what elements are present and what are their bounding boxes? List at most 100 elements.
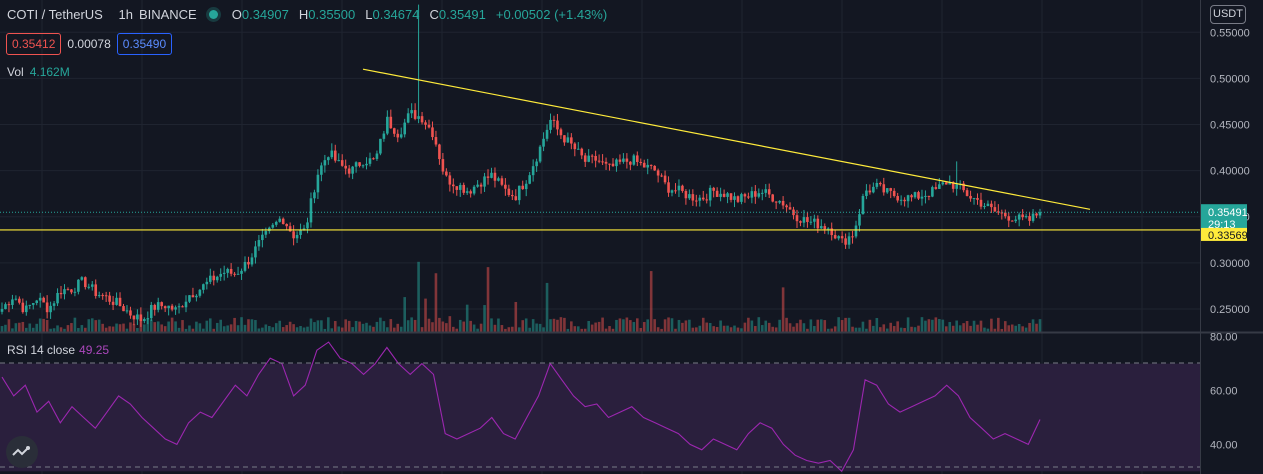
candle-body xyxy=(264,231,268,235)
volume-bar xyxy=(646,319,650,332)
candle-body xyxy=(87,286,91,288)
candle-body xyxy=(764,189,768,193)
volume-bar xyxy=(590,324,594,332)
volume-bar xyxy=(420,327,424,332)
candle-body xyxy=(358,162,361,166)
volume-bar xyxy=(549,319,552,332)
candle-body xyxy=(993,207,997,212)
candle-body xyxy=(486,176,490,178)
candle-body xyxy=(781,200,785,206)
volume-bar xyxy=(705,322,709,332)
candle-body xyxy=(511,195,514,197)
interval[interactable]: 1h xyxy=(118,7,133,22)
candle-body xyxy=(896,196,899,201)
candle-body xyxy=(1031,213,1035,221)
candle-body xyxy=(858,214,861,226)
price-tick-label: 0.50000 xyxy=(1210,73,1250,85)
symbol-name[interactable]: COTI / TetherUS xyxy=(7,7,103,22)
volume-bar xyxy=(656,327,660,332)
candle-body xyxy=(21,302,25,313)
volume-bar xyxy=(910,326,913,332)
candle-body xyxy=(63,289,66,295)
volume-bar xyxy=(115,323,118,332)
candle-body xyxy=(198,289,202,296)
volume-bar xyxy=(521,320,525,332)
sep xyxy=(109,7,113,22)
volume-bar xyxy=(872,325,875,332)
volume-bar xyxy=(771,326,774,332)
buy-price-button[interactable]: 0.35490 xyxy=(116,33,173,55)
candle-body xyxy=(875,182,879,187)
volume-bar xyxy=(177,327,181,332)
volume-bar xyxy=(174,321,177,332)
candle-body xyxy=(386,116,389,134)
volume-bar xyxy=(563,317,566,332)
volume-bar xyxy=(136,327,139,332)
candle-body xyxy=(205,281,209,285)
volume-bar xyxy=(392,327,396,332)
candle-body xyxy=(691,194,695,201)
price-axis[interactable]: 0.250000.300000.350000.400000.450000.500… xyxy=(1210,27,1250,316)
candle-body xyxy=(649,164,653,166)
volume-bar xyxy=(229,324,233,332)
candle-body xyxy=(66,289,70,291)
volume-bar xyxy=(7,319,11,332)
volume-bar xyxy=(309,318,313,332)
volume-bar xyxy=(434,273,438,332)
volume-bar xyxy=(868,319,872,332)
volume-bar xyxy=(31,327,35,332)
volume-bar xyxy=(601,317,604,332)
candle-body xyxy=(438,144,441,160)
volume-bar xyxy=(823,320,827,332)
volume-bar xyxy=(316,320,320,332)
volume-bar xyxy=(663,319,667,332)
rsi-band xyxy=(0,363,1200,472)
volume-bar xyxy=(969,325,972,332)
candle-body xyxy=(250,257,254,265)
candle-body xyxy=(938,184,941,189)
candle-body xyxy=(552,119,556,121)
volume-bar xyxy=(59,327,63,332)
sell-price-button[interactable]: 0.35412 xyxy=(6,33,62,55)
volume-bar xyxy=(427,318,431,332)
candle-body xyxy=(594,156,597,161)
volume-bar xyxy=(28,323,32,332)
candle-body xyxy=(368,158,372,164)
trendline[interactable] xyxy=(362,68,1091,210)
volume-bar xyxy=(1035,323,1038,332)
volume-bar xyxy=(396,323,400,332)
candle-body xyxy=(73,291,77,293)
volume-bar xyxy=(438,317,441,332)
candle-body xyxy=(785,205,788,208)
candle-body xyxy=(351,166,354,174)
volume-bar xyxy=(49,328,52,332)
candle-body xyxy=(788,207,792,210)
candle-body xyxy=(170,305,174,310)
candle-body xyxy=(327,157,330,161)
candle-body xyxy=(1017,214,1021,220)
tradingview-logo-icon[interactable] xyxy=(6,436,38,468)
volume-bar xyxy=(642,322,646,332)
volume-bar xyxy=(622,319,625,332)
volume-bar xyxy=(993,328,997,332)
candle-body xyxy=(70,289,73,293)
candle-body xyxy=(719,193,722,197)
candle-body xyxy=(361,165,365,167)
candle-body xyxy=(330,150,334,158)
currency-button[interactable]: USDT xyxy=(1210,5,1246,24)
volume-bar xyxy=(649,271,653,332)
volume-bar xyxy=(486,267,490,332)
volume-bar xyxy=(719,320,722,332)
candle-body xyxy=(208,275,212,282)
rsi-axis[interactable]: 40.00 60.00 80.00 xyxy=(1210,332,1238,452)
candle-body xyxy=(618,159,622,162)
volume-bar xyxy=(66,325,70,332)
candle-body xyxy=(601,161,604,163)
volume-bar xyxy=(958,325,962,332)
candle-body xyxy=(288,226,292,232)
candle-body xyxy=(997,211,1000,213)
volume-bar xyxy=(288,321,292,332)
volume-bar xyxy=(167,321,170,332)
volume-bar xyxy=(698,325,702,332)
